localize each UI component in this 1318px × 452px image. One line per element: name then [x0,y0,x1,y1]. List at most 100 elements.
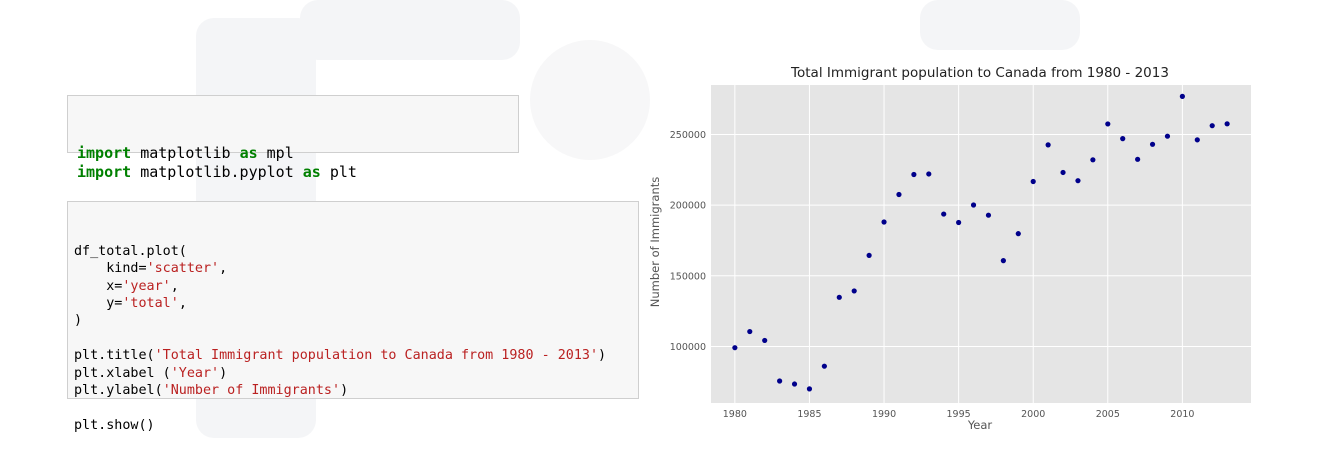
data-point [1179,93,1185,99]
data-point [896,191,902,198]
y-tick-labels: 100000 150000 200000 250000 [670,130,706,353]
code-keyword: import [77,163,132,181]
y-tick-label: 150000 [670,271,706,282]
data-point [1164,133,1171,139]
code-token: plt [320,163,357,181]
data-point [956,219,962,226]
code-line: x='year', [74,278,638,295]
y-tick-label: 100000 [670,342,706,353]
data-point [1209,123,1215,129]
code-string: 'Number of Immigrants' [162,382,341,398]
data-point [881,219,887,225]
chart-title: Total Immigrant population to Canada fro… [790,65,1169,81]
data-point [851,288,857,294]
y-tick-label: 200000 [670,201,706,212]
code-token: ) [598,348,607,364]
code-line: ) [74,312,638,329]
data-point [1194,137,1200,143]
plot-code-lines: df_total.plot( kind='scatter', x='year',… [74,243,638,434]
code-line: plt.xlabel ('Year') [74,365,638,382]
data-point [970,202,977,208]
code-token: x= [74,278,123,294]
data-point [1030,178,1036,185]
code-keyword: as [239,144,258,162]
code-keyword: import [77,144,132,162]
code-line: plt.ylabel('Number of Immigrants') [74,382,638,399]
scatter-points [732,93,1230,392]
background-shape [530,40,650,160]
data-point [1075,178,1081,184]
code-line: plt.show() [74,417,638,434]
code-token: plt.show() [74,417,155,433]
x-tick-labels: 1980 1985 1990 1995 2000 2005 2010 [723,409,1195,420]
data-point [762,337,768,344]
x-tick-label: 2005 [1096,409,1120,420]
code-token: kind= [74,261,147,277]
code-token: ) [219,365,228,381]
data-point [747,328,753,335]
code-line: df_total.plot( [74,243,638,260]
code-token: , [170,278,179,294]
x-tick-label: 1995 [947,409,971,420]
scatter-chart: Total Immigrant population to Canada fro… [640,55,1280,441]
data-point [911,171,917,178]
code-token: , [178,295,187,311]
plot-area [711,85,1251,403]
data-point [1224,121,1230,127]
data-point [1000,258,1006,264]
background-shape [920,0,1080,50]
import-code-cell[interactable]: import matplotlib as mpl import matplotli… [67,95,519,181]
data-point [941,211,947,217]
data-point [1105,121,1111,127]
code-string: 'year' [122,278,171,294]
code-string: 'Total Immigrant population to Canada fr… [154,348,599,364]
code-string: 'Year' [170,365,220,381]
data-point [1045,142,1051,148]
import-code-lines: import matplotlib as mpl import matplotli… [77,144,518,182]
x-tick-label: 2010 [1170,409,1194,420]
code-token: plt.title( [74,348,155,364]
background-shape [300,0,520,60]
code-token: plt.ylabel( [74,382,163,398]
x-tick-label: 2000 [1021,409,1045,420]
code-keyword: as [302,163,321,181]
chart-svg: Total Immigrant population to Canada fro… [648,65,1251,432]
data-point [1149,141,1156,147]
code-line: import matplotlib.pyplot as plt [77,163,518,182]
code-line: kind='scatter', [74,260,638,277]
code-token: ) [74,313,83,329]
data-point [791,381,798,387]
data-point [732,345,738,351]
code-token: plt.xlabel ( [74,365,171,381]
x-tick-label: 1980 [723,409,747,420]
data-point [1060,169,1066,176]
data-point [985,212,992,218]
plot-code-cell[interactable]: df_total.plot( kind='scatter', x='year',… [67,201,639,433]
x-tick-label: 1985 [797,409,821,420]
code-line [74,330,638,347]
x-tick-label: 1990 [872,409,896,420]
code-string: 'scatter' [146,261,220,277]
code-string: 'total' [122,295,179,311]
data-point [866,252,872,259]
data-point [821,363,827,369]
code-token: mpl [257,144,294,162]
data-point [836,294,842,300]
code-token: y= [74,295,123,311]
data-point [926,171,932,177]
data-point [1120,136,1126,142]
x-axis-label: Year [967,418,993,432]
data-point [1135,156,1141,162]
data-point [806,386,813,392]
code-token: matplotlib.pyplot [131,163,303,181]
code-token: ) [340,382,349,398]
code-line [74,399,638,416]
data-point [1090,157,1096,163]
grid-lines [711,85,1251,403]
code-line: plt.title('Total Immigrant population to… [74,347,638,364]
code-line: y='total', [74,295,638,312]
y-tick-label: 250000 [670,130,706,141]
code-token: matplotlib [131,144,240,162]
code-token: , [219,261,228,277]
data-point [1015,231,1021,237]
